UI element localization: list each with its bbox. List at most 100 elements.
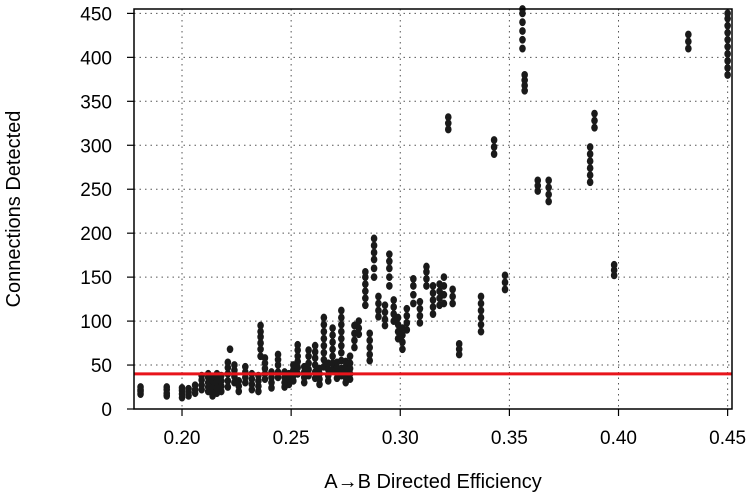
data-point bbox=[410, 282, 417, 290]
data-point bbox=[338, 313, 345, 322]
data-points bbox=[137, 5, 731, 402]
data-point bbox=[519, 44, 526, 53]
data-point bbox=[410, 290, 417, 299]
data-point bbox=[490, 150, 498, 158]
data-point bbox=[586, 143, 594, 151]
data-point bbox=[724, 21, 731, 30]
y-tick-label: 200 bbox=[80, 224, 112, 245]
plot-frame bbox=[133, 8, 733, 410]
data-point bbox=[224, 383, 232, 391]
data-point bbox=[724, 35, 731, 44]
data-point bbox=[477, 306, 485, 315]
data-point bbox=[399, 338, 406, 347]
data-point bbox=[362, 267, 369, 276]
data-point bbox=[366, 343, 374, 352]
data-point bbox=[410, 299, 417, 308]
y-tick-label: 0 bbox=[101, 400, 112, 421]
data-point bbox=[338, 334, 345, 343]
data-point bbox=[403, 325, 411, 334]
data-point bbox=[416, 304, 424, 313]
data-point bbox=[501, 278, 509, 287]
data-point bbox=[362, 294, 369, 303]
data-point bbox=[591, 123, 598, 132]
data-point bbox=[724, 64, 731, 72]
data-point bbox=[724, 56, 731, 65]
data-point bbox=[423, 282, 430, 290]
data-point bbox=[381, 308, 389, 317]
data-point bbox=[257, 321, 264, 330]
data-point bbox=[724, 71, 731, 79]
data-point bbox=[346, 352, 354, 361]
x-tick-label: 0.25 bbox=[273, 428, 310, 449]
y-tick-label: 350 bbox=[80, 92, 112, 113]
data-point bbox=[338, 306, 345, 315]
data-point bbox=[477, 320, 485, 329]
data-point bbox=[305, 346, 312, 354]
x-tick-label: 0.20 bbox=[164, 428, 201, 449]
y-axis-title: Connections Detected bbox=[3, 111, 25, 308]
y-tick-label: 300 bbox=[80, 136, 112, 157]
data-point bbox=[320, 334, 328, 343]
y-tick-label: 400 bbox=[80, 48, 112, 69]
x-tick-label: 0.40 bbox=[600, 428, 637, 449]
data-point bbox=[370, 273, 378, 282]
data-point bbox=[444, 113, 452, 122]
data-point bbox=[224, 376, 232, 385]
data-point bbox=[545, 176, 552, 185]
data-point bbox=[423, 274, 430, 283]
data-point bbox=[370, 255, 378, 264]
data-point bbox=[386, 282, 393, 290]
data-point bbox=[490, 136, 498, 144]
data-point bbox=[338, 320, 345, 329]
data-point bbox=[403, 318, 411, 327]
data-point bbox=[366, 329, 374, 338]
data-point bbox=[444, 125, 452, 134]
data-point bbox=[399, 345, 406, 354]
data-point bbox=[685, 37, 692, 46]
data-point bbox=[294, 352, 301, 361]
data-point bbox=[305, 365, 312, 374]
data-point bbox=[375, 292, 382, 301]
data-point bbox=[685, 44, 692, 53]
data-point bbox=[386, 273, 393, 282]
data-point bbox=[311, 354, 319, 362]
data-point bbox=[429, 289, 437, 297]
data-point bbox=[257, 339, 264, 347]
data-point bbox=[685, 30, 692, 39]
data-point bbox=[163, 383, 171, 391]
data-point bbox=[519, 18, 526, 27]
y-tick-label: 250 bbox=[80, 180, 112, 201]
data-point bbox=[519, 27, 526, 35]
data-point bbox=[399, 331, 406, 340]
data-point bbox=[449, 299, 456, 308]
data-point bbox=[477, 299, 485, 308]
data-point bbox=[235, 376, 243, 385]
data-point bbox=[366, 356, 374, 365]
y-tick-label: 450 bbox=[80, 4, 112, 25]
y-tick-label: 100 bbox=[80, 312, 112, 333]
data-point bbox=[429, 310, 437, 318]
data-point bbox=[429, 282, 437, 290]
data-point bbox=[591, 109, 598, 118]
data-point bbox=[261, 354, 269, 362]
data-point bbox=[274, 350, 282, 359]
grid-lines bbox=[134, 9, 732, 409]
data-point bbox=[305, 352, 312, 361]
data-point bbox=[338, 348, 345, 357]
data-point bbox=[501, 271, 509, 280]
data-point bbox=[521, 71, 528, 79]
data-point bbox=[429, 303, 437, 311]
data-point bbox=[226, 345, 234, 354]
data-point bbox=[440, 299, 448, 308]
y-tick-label: 50 bbox=[91, 356, 112, 377]
data-point bbox=[381, 301, 389, 310]
data-point bbox=[294, 363, 301, 372]
data-point bbox=[390, 296, 398, 304]
data-point bbox=[137, 383, 144, 391]
data-point bbox=[320, 348, 328, 357]
data-point bbox=[329, 324, 336, 333]
data-point bbox=[586, 157, 594, 165]
y-axis: 0 50 100 150 200 250 300 350 400 450 bbox=[80, 4, 134, 421]
data-point bbox=[534, 176, 542, 185]
